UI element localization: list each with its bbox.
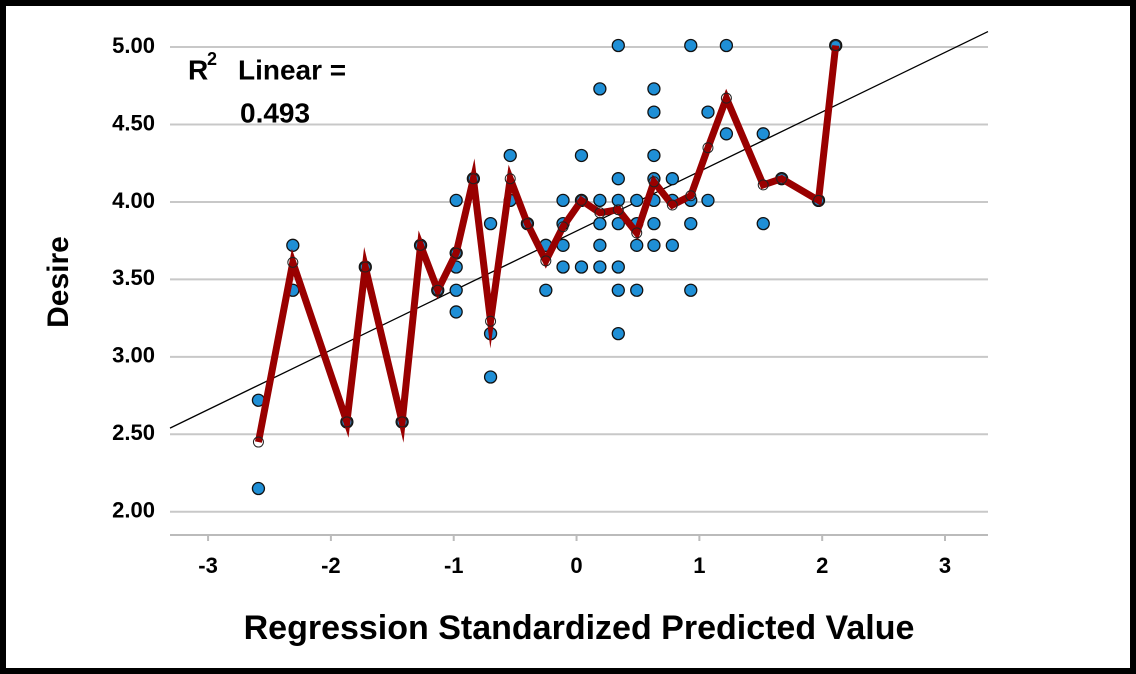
y-tick-label: 4.50 [112,110,155,135]
point [701,105,715,119]
point [630,193,644,208]
annotation-text: Linear = [238,54,346,85]
point [630,238,644,252]
x-tick-label: -3 [198,553,218,578]
point [286,238,300,252]
y-tick-label: 5.00 [112,33,155,58]
point [684,283,698,297]
curve-point [485,315,497,327]
point [483,216,498,231]
point [556,193,570,208]
point [719,127,734,141]
curve-point [757,179,769,191]
point [593,260,607,274]
y-tick-label: 2.00 [112,498,155,523]
point [593,238,607,252]
curve-point [631,227,643,239]
curve-point [341,416,353,428]
annotation-value: 0.493 [240,97,310,128]
x-tick-label: 2 [816,553,828,578]
point [574,260,589,274]
curve-point [540,255,552,267]
point [756,216,770,231]
point [483,370,498,384]
point [449,193,463,208]
point [611,326,625,341]
curve-point [396,416,408,428]
curve-point [720,92,732,104]
curve-point [557,221,569,233]
point [719,38,734,53]
y-axis-title: Desire [42,236,75,328]
x-axis-title: Regression Standardized Predicted Value [244,609,915,647]
curve-point [594,207,606,219]
annotation-r: R [188,54,208,85]
x-tick-label: -2 [321,553,341,578]
point [251,481,266,496]
curve-point [685,190,697,202]
curve-point [252,436,264,448]
y-tick-label: 2.50 [112,420,155,445]
curve-point [467,173,479,185]
curve-point [666,199,678,211]
curve-point [776,173,788,185]
y-tick-label: 3.00 [112,343,155,368]
curve-point [830,39,842,51]
point [593,216,607,231]
curve-point [504,173,516,185]
curve-point [648,176,660,188]
point [647,216,661,231]
y-tick-label: 3.50 [112,265,155,290]
point [539,283,553,297]
point [593,82,607,96]
point [665,172,679,186]
point [684,38,698,53]
curve-point [575,194,587,206]
x-tick-label: 3 [939,553,951,578]
point [665,238,679,252]
point [611,216,625,231]
point [611,172,625,186]
x-tick-label: -1 [444,553,464,578]
point [611,283,625,297]
point [449,305,463,319]
fit-curve [254,45,840,443]
curve-point [702,142,714,154]
curve-point [612,204,624,216]
y-tick-label: 4.00 [112,188,155,213]
curve-point [521,218,533,230]
fit-line [169,30,989,429]
point [556,260,570,274]
point [647,82,661,96]
point [756,127,770,141]
point [574,148,589,163]
point [611,260,625,274]
curve-point [415,239,427,251]
annotation-sup: 2 [207,49,217,69]
point [503,148,517,163]
curve-point [432,284,444,296]
x-tick-label: 0 [570,553,582,578]
curve-point [359,261,371,273]
x-tick-label: 1 [693,553,705,578]
point [611,38,625,53]
point [647,148,661,163]
point [701,193,715,208]
curve-point [813,194,825,206]
point [647,238,661,252]
curve-point [450,247,462,259]
curve-point [287,256,299,268]
point [449,283,463,297]
point [593,193,607,208]
point [647,105,661,119]
point [630,283,644,297]
point [684,216,698,231]
